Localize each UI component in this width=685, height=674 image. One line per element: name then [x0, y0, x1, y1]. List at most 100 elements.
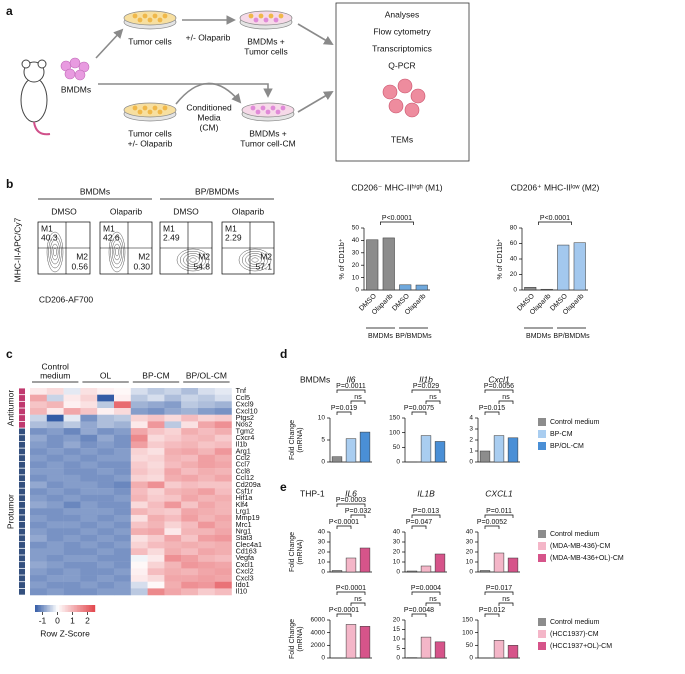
panel-label: a — [6, 4, 13, 18]
side-cell — [19, 495, 25, 502]
heat-cell — [97, 488, 115, 496]
heat-cell — [130, 528, 148, 536]
heat-cell — [30, 448, 47, 455]
heat-cell — [63, 555, 81, 562]
legend-label: Control medium — [550, 531, 600, 538]
heat-cell — [80, 461, 98, 469]
heat-cell — [46, 408, 64, 415]
gene-label: Cxcl9 — [236, 400, 254, 409]
contour — [248, 255, 262, 265]
heat-cell — [198, 394, 215, 402]
heat-cell — [147, 454, 165, 462]
heat-cell — [164, 561, 182, 569]
y-tick-label: 0 — [321, 569, 325, 576]
bar — [434, 641, 446, 659]
label: BMDMs — [61, 84, 91, 94]
bracket — [425, 602, 441, 606]
heat-cell — [80, 581, 98, 589]
bar — [359, 547, 371, 573]
group-label: OL — [100, 370, 112, 380]
heat-cell — [97, 581, 115, 589]
cell — [132, 105, 138, 111]
group-label: BMDMs — [80, 186, 110, 196]
colorbar-step — [89, 605, 91, 612]
side-cell — [19, 535, 25, 542]
heat-cell — [97, 441, 115, 449]
cell — [147, 17, 153, 23]
heat-cell — [114, 548, 131, 556]
heat-cell — [97, 514, 115, 522]
heat-cell — [181, 388, 199, 395]
heat-cell — [198, 541, 215, 549]
cell — [263, 17, 269, 23]
bar — [359, 626, 371, 659]
y-tick-label: 40 — [466, 529, 474, 536]
group-label: BMDMs — [526, 333, 551, 340]
bar — [406, 570, 418, 573]
cell — [162, 105, 168, 111]
heat-cell — [46, 461, 64, 469]
heat-cell — [46, 541, 64, 549]
heat-cell — [164, 474, 182, 482]
quadrant-value: 0.56 — [71, 261, 88, 271]
gene-label: Ptgs2 — [236, 413, 254, 422]
gene-label: Vegfa — [236, 553, 254, 562]
group-label: BP-CM — [142, 370, 169, 380]
chart-title: CXCL1 — [485, 488, 513, 498]
colorbar-tick-label: 0 — [55, 615, 60, 625]
y-axis-label: Fold Change — [289, 619, 296, 659]
heat-cell — [130, 508, 148, 516]
side-cell — [19, 575, 25, 582]
heat-cell — [97, 414, 115, 422]
y-tick-label: 0 — [396, 459, 400, 466]
heat-cell — [97, 494, 115, 502]
side-cell — [19, 555, 25, 562]
bracket — [411, 613, 427, 617]
heat-cell — [147, 401, 165, 409]
heat-cell — [164, 548, 182, 556]
gene-label: Ccl12 — [236, 473, 254, 482]
mouse — [20, 59, 51, 136]
bracket — [350, 400, 366, 404]
heat-cell — [147, 508, 165, 516]
y-tick-label: 20 — [352, 262, 360, 269]
heat-cell — [114, 568, 131, 576]
heat-cell — [80, 528, 98, 536]
cell — [162, 13, 168, 19]
quadrant-value: 57.1 — [255, 261, 272, 271]
heat-cell — [130, 428, 148, 435]
bracket — [498, 400, 514, 404]
legend-label: BP/OL-CM — [550, 443, 584, 450]
group-label: BP/BMDMs — [395, 333, 432, 340]
side-cell — [19, 588, 25, 595]
heat-cell — [147, 561, 165, 569]
gene-label: Cd209a — [236, 480, 261, 489]
heat-cell — [80, 448, 98, 455]
heat-cell — [63, 561, 81, 569]
y-tick-label: 30 — [466, 539, 474, 546]
bar — [415, 284, 428, 291]
y-tick-label: 40 — [352, 237, 360, 244]
heat-cell — [30, 408, 47, 415]
cell — [157, 109, 163, 115]
y-axis-label: (mRNA) — [297, 539, 304, 564]
heat-cell — [181, 534, 199, 542]
heat-cell — [181, 474, 199, 482]
quadrant: M2 — [260, 251, 272, 261]
gene-label: Nos2 — [236, 420, 253, 429]
colorbar-step — [74, 605, 76, 612]
heat-cell — [63, 541, 81, 549]
heat-cell — [114, 501, 131, 509]
heat-cell — [63, 481, 81, 489]
contour — [183, 253, 203, 267]
heat-cell — [46, 575, 64, 582]
colorbar-step — [57, 605, 60, 612]
colorbar-step — [42, 605, 45, 612]
quadrant-value: 42.6 — [103, 232, 120, 242]
heat-cell — [114, 581, 131, 589]
heat-cell — [214, 394, 232, 402]
y-tick-label: 5 — [396, 645, 400, 652]
heat-cell — [30, 468, 47, 476]
y-tick-label: 0 — [321, 655, 325, 662]
